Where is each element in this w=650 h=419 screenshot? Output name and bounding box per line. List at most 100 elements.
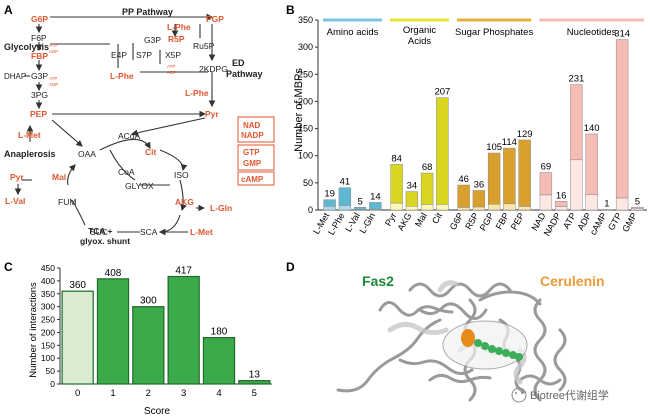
panel-d-structure: D	[286, 260, 609, 403]
node-lgln: L-Gln	[210, 203, 232, 213]
node-ru5p: Ru5P	[193, 41, 215, 51]
chart-b-x-tick-label: L-Gln	[357, 211, 377, 235]
chart-b-ytick-label: 350	[298, 15, 313, 25]
chart-c-x-tick-labels: 0 1 2 3 4 5	[75, 388, 257, 399]
chart-b-bar	[323, 199, 336, 207]
chart-b-bar	[472, 190, 486, 208]
node-s7p: S7P	[136, 50, 152, 60]
chart-b-value-label: 114	[502, 137, 517, 148]
panel-label-b: B	[286, 3, 295, 17]
chart-b-bar	[457, 184, 470, 208]
chart-b-x-tick-label: GMP	[620, 211, 639, 234]
arrow-mal-oaa	[67, 164, 76, 186]
chart-b-ytick-label: 50	[303, 178, 313, 188]
chart-b-value-label: 5	[635, 196, 640, 207]
glycolysis-title: Glycolysis	[4, 42, 49, 52]
chart-b-bar	[390, 164, 403, 204]
chart-b-bar-light-segment	[420, 204, 434, 211]
cerulenin-molecule	[461, 329, 475, 347]
chart-b-bar	[338, 187, 352, 206]
chart-b-ytick-label: 100	[298, 151, 313, 161]
chart-b-bar	[503, 147, 516, 205]
chart-b-value-label: 84	[391, 153, 402, 164]
chart-b-bar-light-segment	[615, 197, 629, 211]
chart-c-x-tick-label: 3	[181, 388, 186, 399]
cofactor-nad: NAD	[243, 121, 261, 130]
node-coa: CoA	[118, 167, 135, 177]
chart-b-bar-light-segment	[554, 206, 568, 211]
chart-b-bar-light-segment	[457, 207, 470, 211]
arrow-pyr-acoa	[130, 117, 206, 137]
node-3pg: 3PG	[31, 90, 48, 100]
atp-label-1: ATP	[49, 43, 57, 48]
panel-label-a: A	[4, 3, 13, 17]
chart-c-value-label: 417	[175, 266, 192, 277]
node-acoa: ACoA	[118, 131, 141, 141]
atp-adp-marker-fbp: ATP ADP	[49, 43, 58, 54]
cofactor-box-nad	[237, 116, 275, 143]
chart-b-value-label: 68	[422, 162, 433, 173]
chart-c-bars	[61, 275, 271, 385]
node-glyox: GLYOX	[125, 181, 154, 191]
panel-label-d: D	[286, 260, 295, 274]
adp-label-2: ADP	[49, 82, 58, 87]
chart-b-bar-light-segment	[600, 209, 614, 211]
cerulenin-label: Cerulenin	[540, 273, 605, 289]
chart-c-x-tick-label: 2	[146, 388, 151, 399]
chart-b-bar-light-segment	[323, 206, 336, 211]
node-e4p: E4P	[111, 50, 127, 60]
wechat-icon	[511, 387, 527, 403]
node-x5p: X5P	[165, 50, 181, 60]
chart-b-ylabel: Number of MBPs	[293, 68, 305, 152]
chart-c-ytick-label: 400	[41, 276, 55, 286]
chart-b-bar	[585, 133, 598, 196]
chart-c-ytick-label: 450	[41, 263, 55, 273]
atp-adp-marker-x5p: ATP ADP	[167, 64, 176, 75]
chart-b-value-label: 231	[568, 74, 584, 85]
panel-b-chart: B Number of MBPs 0 50 100 150 200 250 300 350 A…	[286, 3, 647, 238]
chart-b-bars	[323, 39, 644, 211]
fas2-label: Fas2	[362, 273, 394, 289]
chart-b-value-label: 129	[517, 129, 533, 140]
panel-label-c: C	[4, 260, 13, 274]
chart-b-value-label: 16	[556, 190, 567, 201]
chart-c-x-tick-label: 5	[252, 388, 257, 399]
atp-label-2: ATP	[49, 76, 57, 81]
chart-b-bar	[554, 201, 568, 207]
chart-b-bar-light-segment	[369, 208, 382, 211]
node-iso: ISO	[174, 170, 189, 180]
chart-b-value-label: 46	[458, 174, 469, 185]
chart-b-bar-light-segment	[338, 205, 352, 211]
ed-pathway-title-2: Pathway	[226, 69, 263, 79]
chart-b-bar-light-segment	[353, 209, 367, 211]
chart-b-bar-light-segment	[570, 159, 583, 211]
fas2-ligand-chain	[474, 339, 523, 361]
chart-b-value-label: 314	[614, 29, 630, 40]
chart-c-ytick-label: 350	[41, 289, 55, 299]
chart-b-ytick-label: 250	[298, 69, 313, 79]
chart-b-x-tick-label: Cit	[430, 211, 444, 226]
chart-b-bar	[436, 97, 449, 205]
chart-b-bar-light-segment	[518, 206, 531, 211]
chart-b-value-label: 69	[541, 162, 552, 173]
arrow-suc-fum	[71, 199, 86, 226]
chart-c-ytick-label: 50	[46, 366, 56, 376]
chart-b-bar	[518, 139, 531, 207]
cofactor-camp: cAMP	[241, 175, 264, 184]
cofactor-gtp: GTP	[243, 148, 260, 157]
chart-b-value-label: 140	[584, 123, 600, 134]
chart-b-group-label: Sugar Phosphates	[455, 27, 533, 38]
chart-b-bar	[539, 172, 553, 196]
tca-title-1: TCA +	[88, 226, 113, 236]
node-sca: SCA	[140, 227, 158, 237]
cofactor-box-gtp	[237, 144, 275, 171]
chart-c-value-labels: 360 408 300 417 180 13	[69, 266, 260, 381]
chart-c-bar	[167, 275, 200, 385]
chart-b-bar	[420, 172, 434, 205]
chart-b-bar-light-segment	[436, 204, 449, 211]
chart-b-bar-light-segment	[487, 204, 501, 211]
node-pyr-left: Pyr	[10, 172, 24, 182]
